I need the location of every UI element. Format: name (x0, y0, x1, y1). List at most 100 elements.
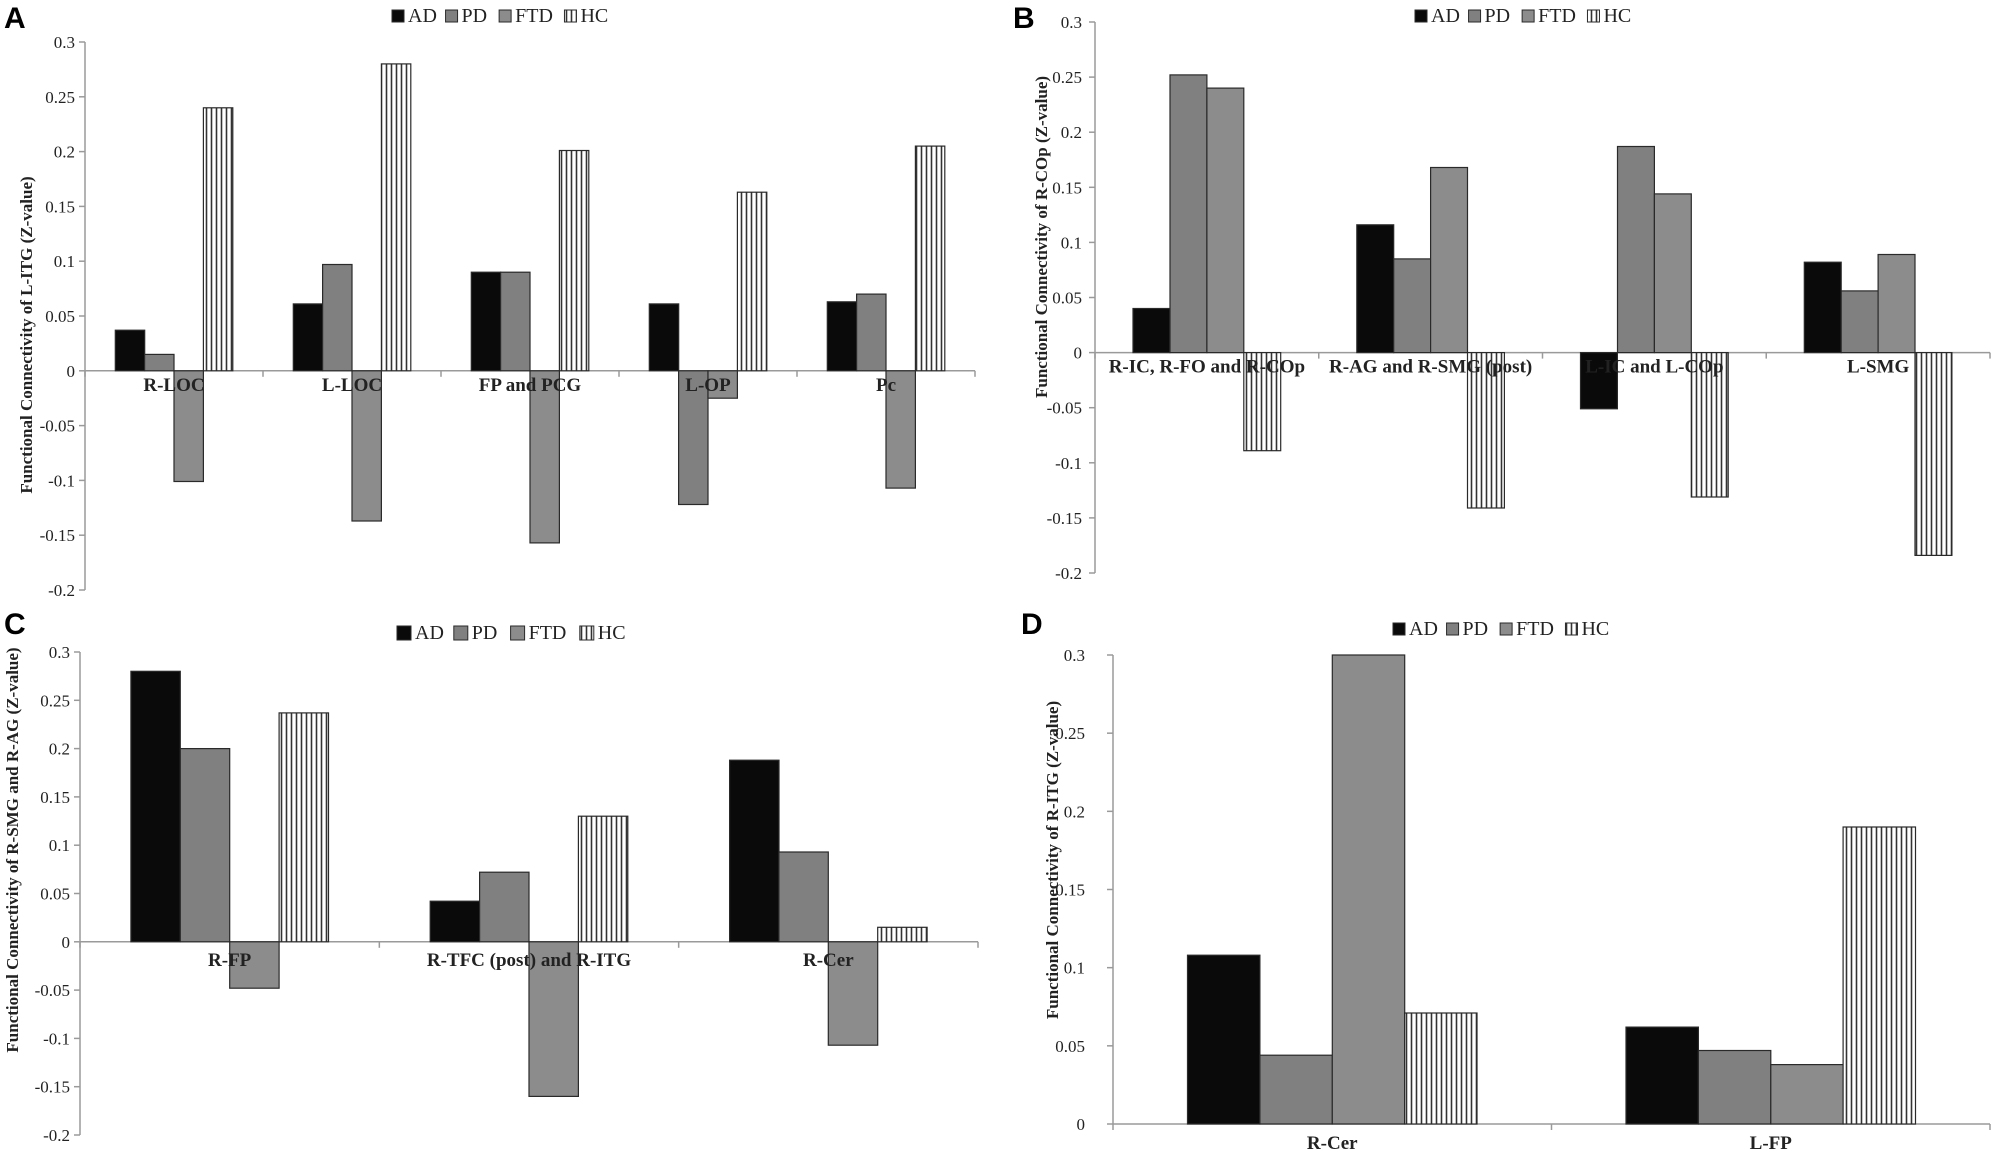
panel-c-bar-ftd (528, 941, 580, 1097)
panel-c-category-label: R-Cer (803, 950, 854, 971)
panel-b-y-tick-label: 0.05 (1052, 289, 1082, 308)
panel-a-legend-label-pd: PD (462, 5, 488, 27)
panel-b-y-tick-label: -0.15 (1047, 509, 1082, 528)
panel-d-bar-hc (1403, 1012, 1478, 1125)
panel-a-y-tick-label: -0.05 (40, 417, 75, 436)
panel-b-legend-swatch-hc (1586, 9, 1600, 23)
panel-a-category-label: R-LOC (143, 375, 204, 396)
panel-b-legend-label-pd: PD (1485, 5, 1511, 27)
panel-a-y-tick-label: 0.15 (45, 197, 75, 216)
panel-a-bar-pd (855, 293, 887, 372)
panel-b-bar-hc (1914, 352, 1953, 557)
panel-a-bar-ad (292, 303, 324, 372)
panel-d-y-tick-label: 0.3 (1064, 646, 1085, 665)
panel-b-y-tick-label: 0 (1074, 344, 1083, 363)
panel-c-bar-ad (130, 670, 181, 943)
panel-c-bar-pd (179, 747, 231, 943)
panel-c-legend-swatch-pd (453, 625, 469, 641)
panel-b-category-label: L-IC and L-COp (1585, 357, 1723, 378)
panel-d-y-tick-label: 0.15 (1055, 881, 1085, 900)
panel-d-bar-ad (1625, 1026, 1700, 1125)
panel-b-bar-hc (1466, 352, 1506, 509)
panel-b-legend-swatch-ad (1414, 9, 1428, 23)
panel-a-bar-hc (914, 145, 946, 372)
panel-d-bar-pd (1697, 1049, 1772, 1125)
panel-b-y-tick-label: 0.2 (1061, 123, 1082, 142)
panel-d-legend-swatch-pd (1446, 622, 1460, 636)
panel-b-y-tick-label: 0.1 (1061, 233, 1082, 252)
panel-b-bar-ftd (1877, 253, 1916, 354)
panel-d-bar-hc (1842, 826, 1917, 1125)
panel-d-bar-ftd (1770, 1063, 1844, 1125)
panel-b-bar-ad (1803, 261, 1842, 354)
panel-d-legend-label-ad: AD (1409, 618, 1438, 640)
panel-b-legend-label-hc: HC (1603, 5, 1631, 27)
panel-a-bar-ad (648, 303, 680, 372)
panel-a-y-tick-label: 0.1 (54, 252, 75, 271)
panel-d-legend-label-hc: HC (1581, 618, 1609, 640)
panel-d-y-tick-label: 0.25 (1055, 724, 1085, 743)
panel-b-y-tick-label: 0.3 (1061, 13, 1082, 32)
panel-b-bar-hc (1243, 352, 1282, 452)
panel-b-legend-label-ad: AD (1431, 5, 1460, 27)
panel-b-bar-pd (1393, 258, 1432, 354)
panel-d-legend-swatch-hc (1564, 622, 1578, 636)
panel-d-bar-pd (1259, 1054, 1333, 1125)
panel-a-bar-ftd (885, 370, 916, 489)
panel-b-category-label: R-IC, R-FO and R-COp (1109, 357, 1305, 378)
panel-b-bar-ftd (1429, 166, 1469, 354)
panel-d-y-tick-label: 0.05 (1055, 1037, 1085, 1056)
panel-a-legend-swatch-pd (445, 9, 459, 23)
panel-c-bar-ftd (229, 941, 280, 989)
panel-c-y-tick-label: 0 (62, 933, 71, 952)
panel-b-y-tick-label: 0.25 (1052, 68, 1082, 87)
panel-c-legend-swatch-ad (396, 625, 412, 641)
panel-c-legend-label-hc: HC (598, 622, 626, 644)
panel-a-y-tick-label: 0.3 (54, 33, 75, 52)
panel-a-legend-label-ad: AD (408, 5, 437, 27)
panel-a-bar-pd (322, 263, 353, 372)
panel-a-y-tick-label: 0.05 (45, 307, 75, 326)
panel-c-legend-label-ad: AD (415, 622, 444, 644)
panel-c-legend-swatch-ftd (510, 625, 526, 641)
panel-d-y-axis-label: Functional Connectivity of R-ITG (Z-valu… (1043, 701, 1062, 1019)
panel-a-legend-swatch-ftd (498, 9, 512, 23)
panel-c-bar-hc (278, 712, 330, 943)
panel-a-legend-swatch-hc (563, 9, 577, 23)
panel-b-bar-hc (1690, 352, 1729, 498)
panel-a-category-label: FP and PCG (479, 375, 582, 396)
panel-b-bar-ad (1132, 307, 1171, 354)
panel-a-legend-label-hc: HC (580, 5, 608, 27)
panel-c-y-tick-label: 0.15 (40, 788, 70, 807)
panel-a-category-label: L-LOC (322, 375, 382, 396)
panel-b-y-tick-label: -0.1 (1055, 454, 1082, 473)
panel-b-category-label: R-AG and R-SMG (post) (1329, 357, 1532, 378)
panel-b-legend-label-ftd: FTD (1538, 5, 1576, 27)
panel-d-legend-label-pd: PD (1463, 618, 1489, 640)
panel-c-category-label: R-TFC (post) and R-ITG (427, 950, 631, 971)
panel-b-letter: B (1013, 2, 1035, 35)
panel-d: D AD PD FTD HC 0 0.05 0.1 0.15 0.2 0.25 0.3 R-Cer… (1021, 608, 1991, 1154)
panel-a-legend-label-ftd: FTD (515, 5, 553, 27)
panel-c-bar-hc (877, 926, 928, 943)
panel-c-y-tick-label: 0.2 (49, 740, 70, 759)
panel-a-bar-pd (144, 353, 175, 372)
panel-a-bar-ad (826, 301, 858, 372)
panel-c-bar-ftd (827, 941, 879, 1046)
panel-d-letter: D (1021, 608, 1043, 641)
panel-b-y-tick-label: 0.15 (1052, 178, 1082, 197)
panel-a-bar-ad (470, 271, 502, 372)
panel-d-y-tick-label: 0 (1077, 1115, 1086, 1134)
panel-c-y-tick-label: -0.1 (43, 1029, 70, 1048)
panel-c-legend-label-pd: PD (472, 622, 498, 644)
panel-a-letter: A (4, 2, 26, 35)
panel-c-category-label: R-FP (208, 950, 252, 971)
panel-b-bar-ftd (1653, 193, 1692, 354)
panel-c-legend-label-ftd: FTD (529, 622, 567, 644)
panel-c-y-tick-label: -0.2 (43, 1126, 70, 1145)
panel-d-category-label: L-FP (1750, 1133, 1793, 1154)
panel-b-y-tick-label: -0.2 (1055, 564, 1082, 583)
panel-c-bar-ad (728, 759, 780, 943)
panel-d-category-label: R-Cer (1307, 1133, 1358, 1154)
